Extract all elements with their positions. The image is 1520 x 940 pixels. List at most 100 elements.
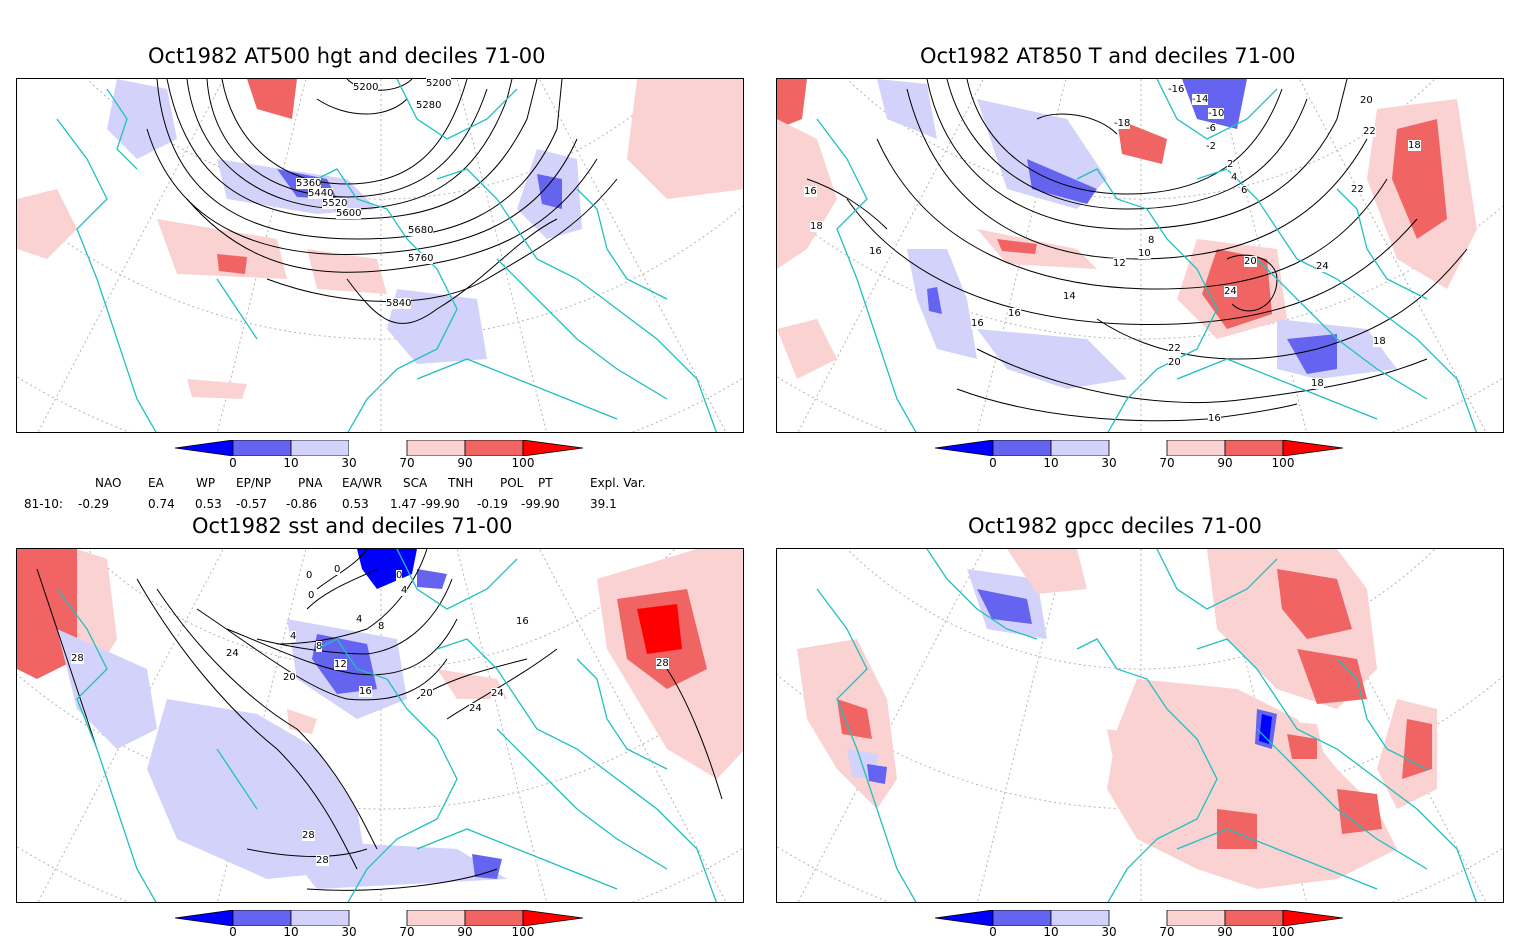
coastlines — [816, 549, 1477, 902]
contour-label: 18 — [1311, 378, 1324, 389]
contour-label: 16 — [1008, 308, 1021, 319]
temperature-contours — [806, 79, 1468, 422]
contour-label: 0 — [308, 590, 315, 601]
colorbar-label: 70 — [1159, 925, 1175, 939]
contour-label: 0 — [306, 570, 313, 581]
contour-label: 24 — [1316, 261, 1329, 272]
row-label: 81-10: — [24, 497, 63, 511]
contour-label: 20 — [1244, 256, 1257, 267]
contour-label: 5760 — [408, 253, 434, 264]
index-name: POL — [500, 476, 524, 490]
index-name: EP/NP — [236, 476, 272, 490]
contour-label: -10 — [1208, 108, 1225, 119]
colorbar-label: 10 — [283, 925, 299, 939]
colorbar-label: 100 — [1271, 456, 1295, 470]
contour-label: 14 — [1063, 291, 1076, 302]
panel-title: Oct1982 AT850 T and deciles 71-00 — [920, 44, 1296, 68]
colorbar-label: 70 — [399, 456, 415, 470]
contour-label: 28 — [656, 658, 669, 669]
contour-label: -2 — [1206, 141, 1216, 152]
contour-label: 0 — [396, 570, 403, 581]
contour-label: 16 — [869, 246, 882, 257]
colorbar-label: 0 — [989, 456, 997, 470]
contour-label: 20 — [283, 672, 296, 683]
index-value: 1.47 — [390, 497, 417, 511]
map-canvas — [17, 79, 743, 432]
contour-labels-hgt: 5200 5200 5280 5360 5440 5520 5600 5680 … — [16, 78, 744, 433]
contour-label: 24 — [469, 703, 482, 714]
contour-label: 24 — [1224, 286, 1237, 297]
contour-label: 5840 — [386, 298, 412, 309]
contour-label: 24 — [226, 648, 239, 659]
expl-var-value: 39.1 — [590, 497, 617, 511]
panel-title: Oct1982 AT500 hgt and deciles 71-00 — [148, 44, 546, 68]
index-name: EA — [148, 476, 164, 490]
contour-labels-sst: 0 0 0 0 4 4 4 8 8 12 16 20 20 24 24 24 2… — [16, 548, 744, 903]
decile-shading — [17, 79, 743, 399]
contour-label: 4 — [290, 631, 297, 642]
contour-label: 5200 — [426, 78, 452, 89]
colorbar-label: 70 — [399, 925, 415, 939]
contour-label: 8 — [316, 641, 323, 652]
contour-label: 12 — [1113, 258, 1126, 269]
contour-label: 5680 — [408, 225, 434, 236]
coastlines — [56, 79, 717, 432]
index-name: PT — [538, 476, 553, 490]
index-value: -0.29 — [78, 497, 110, 511]
index-name: WP — [196, 476, 216, 490]
contour-label: 5440 — [308, 188, 334, 199]
colorbar-label: 0 — [229, 456, 237, 470]
contour-label: -18 — [1114, 118, 1131, 129]
index-name: NAO — [95, 476, 122, 490]
grid-lines — [17, 549, 743, 902]
colorbar-label: 0 — [989, 925, 997, 939]
index-name: EA/WR — [342, 476, 383, 490]
contour-label: 16 — [804, 186, 817, 197]
colorbar-label: 100 — [511, 925, 535, 939]
coastlines — [56, 549, 717, 902]
map-panel-t850 — [776, 78, 1504, 433]
decile-shading — [777, 79, 1477, 389]
contour-label: 28 — [302, 830, 315, 841]
contour-label: 5280 — [416, 100, 442, 111]
map-panel-hgt — [16, 78, 744, 433]
contour-label: 4 — [1231, 172, 1238, 183]
colorbar-label: 90 — [1217, 925, 1233, 939]
contour-label: 18 — [810, 221, 823, 232]
colorbar: 0 10 30 70 90 100 — [934, 439, 1345, 470]
expl-var-label: Expl. Var. — [590, 476, 646, 490]
contour-label: 8 — [1148, 235, 1155, 246]
map-canvas — [777, 79, 1503, 432]
panel-title: Oct1982 sst and deciles 71-00 — [192, 514, 513, 538]
contour-labels-t850: -16 -14 -10 -18 -6 -2 2 4 6 8 10 12 14 1… — [776, 78, 1504, 433]
colorbar: 0 10 30 70 90 100 — [174, 439, 585, 470]
contour-label: 20 — [1360, 95, 1373, 106]
colorbar-label: 100 — [1271, 925, 1295, 939]
colorbar-label: 70 — [1159, 456, 1175, 470]
contour-label: 5600 — [336, 208, 362, 219]
contour-label: 12 — [334, 659, 347, 670]
colorbar-label: 30 — [1101, 456, 1117, 470]
contour-label: 0 — [334, 564, 341, 575]
contour-label: -6 — [1206, 123, 1216, 134]
colorbar-label: 10 — [1043, 456, 1059, 470]
grid-lines — [17, 79, 743, 432]
index-value: -0.86 — [286, 497, 318, 511]
index-value: -0.19 — [477, 497, 509, 511]
colorbar-label: 0 — [229, 925, 237, 939]
contour-label: 16 — [359, 686, 372, 697]
colorbar-label: 90 — [457, 456, 473, 470]
contour-label: 18 — [1373, 336, 1386, 347]
contour-label: 5520 — [322, 198, 348, 209]
contour-label: 16 — [1208, 413, 1221, 424]
index-name: PNA — [298, 476, 323, 490]
contour-label: 5200 — [353, 82, 379, 93]
colorbar-label: 90 — [1217, 456, 1233, 470]
contour-label: 4 — [356, 614, 363, 625]
index-value: -99.90 — [521, 497, 560, 511]
sst-contours — [36, 549, 723, 891]
contour-label: 22 — [1351, 184, 1364, 195]
panel-title: Oct1982 gpcc deciles 71-00 — [968, 514, 1262, 538]
contour-label: 28 — [71, 653, 84, 664]
contour-label: 24 — [491, 688, 504, 699]
